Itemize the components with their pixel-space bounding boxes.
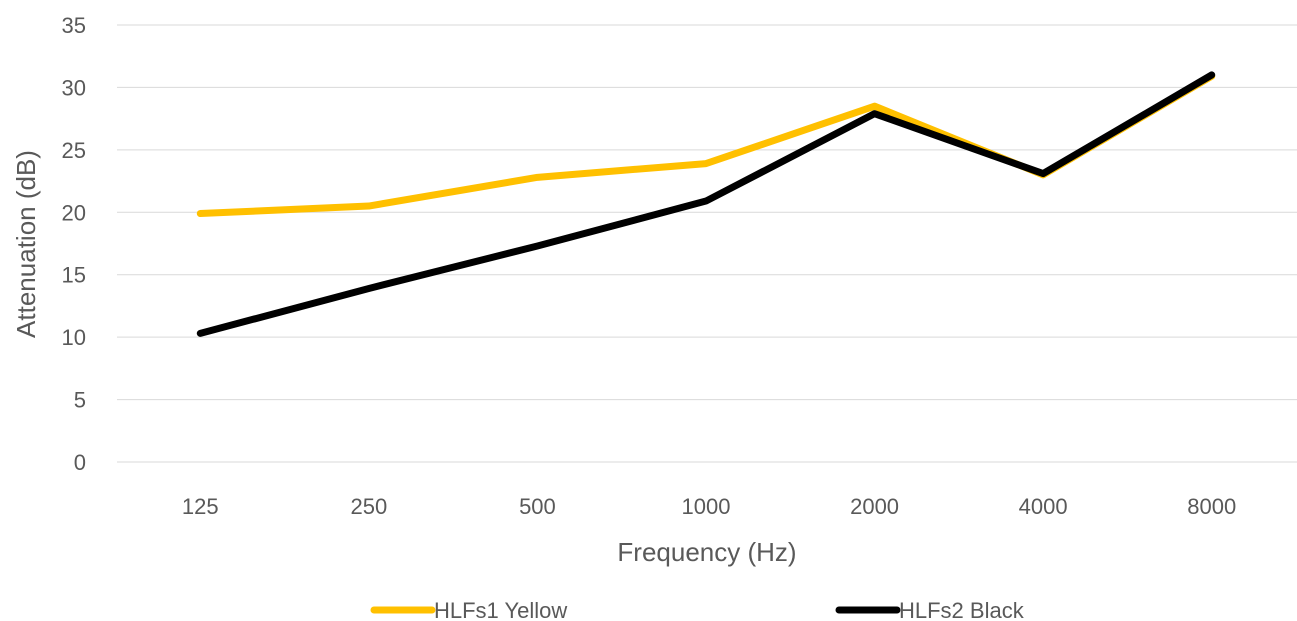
x-tick-label: 250 (350, 494, 387, 519)
x-tick-label: 8000 (1187, 494, 1236, 519)
x-tick-label: 500 (519, 494, 556, 519)
x-tick-label: 1000 (682, 494, 731, 519)
gridlines (117, 24, 1297, 463)
y-tick-label: 10 (62, 325, 86, 350)
y-tick-label: 20 (62, 200, 86, 225)
legend-label-2: HLFs2 Black (899, 598, 1025, 621)
y-tick-label: 35 (62, 13, 86, 38)
y-axis-title: Attenuation (dB) (11, 150, 41, 338)
legend-label-1: HLFs1 Yellow (434, 598, 567, 621)
x-tick-label: 4000 (1019, 494, 1068, 519)
y-tick-label: 25 (62, 138, 86, 163)
legend: HLFs1 Yellow HLFs2 Black (370, 598, 1025, 621)
x-tick-label: 2000 (850, 494, 899, 519)
series-line-1 (196, 72, 1216, 218)
y-tick-label: 15 (62, 263, 86, 288)
y-tick-label: 30 (62, 75, 86, 100)
x-axis-title: Frequency (Hz) (617, 537, 796, 567)
x-axis-tick-labels: 125 250 500 1000 2000 4000 8000 (182, 494, 1236, 519)
y-tick-label: 5 (74, 388, 86, 413)
series-lines (196, 71, 1216, 337)
y-axis-tick-labels: 0 5 10 15 20 25 30 35 (62, 13, 86, 475)
x-tick-label: 125 (182, 494, 219, 519)
y-tick-label: 0 (74, 450, 86, 475)
